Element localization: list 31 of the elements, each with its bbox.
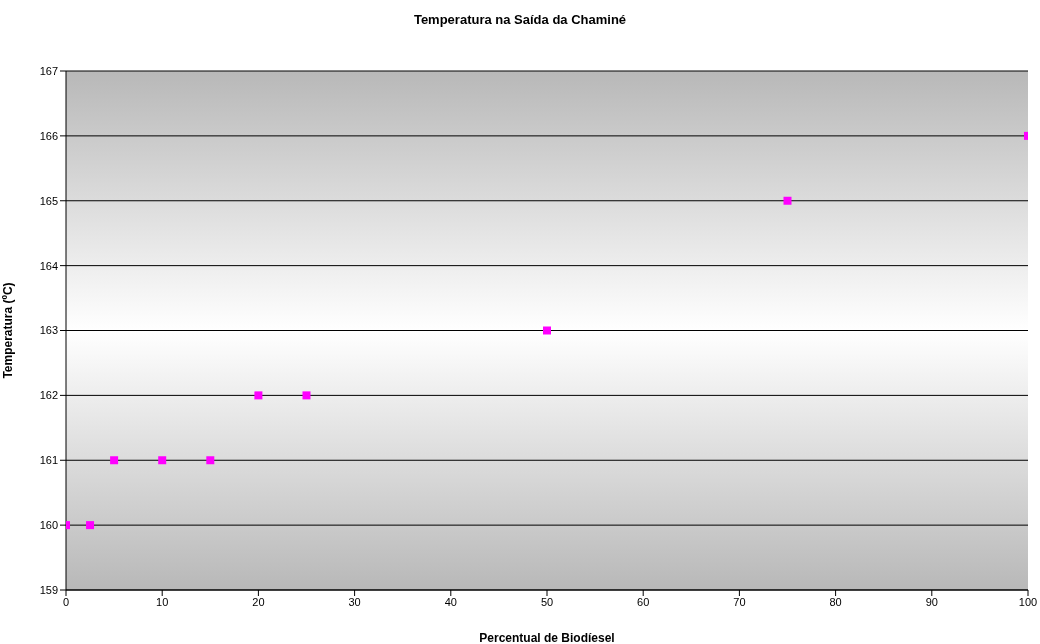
x-tick-label: 20 bbox=[252, 595, 265, 608]
x-tick-label: 10 bbox=[156, 595, 169, 608]
y-tick-label: 161 bbox=[39, 454, 58, 467]
point bbox=[206, 456, 215, 465]
y-tick-label: 160 bbox=[39, 519, 58, 532]
y-tick-label: 159 bbox=[39, 583, 58, 596]
y-tick-label: 166 bbox=[39, 129, 58, 142]
x-tick-label: 60 bbox=[637, 595, 650, 608]
y-tick-label: 165 bbox=[39, 194, 58, 207]
point bbox=[302, 391, 311, 400]
y-axis-title: Temperatura (ºC) bbox=[1, 282, 16, 379]
point bbox=[158, 456, 167, 465]
point bbox=[110, 456, 119, 465]
x-tick-label: 0 bbox=[62, 595, 70, 608]
y-tick-label: 167 bbox=[39, 64, 58, 77]
x-tick-label: 40 bbox=[444, 595, 457, 608]
point bbox=[254, 391, 263, 400]
y-tick-label: 163 bbox=[39, 324, 58, 337]
point bbox=[783, 196, 792, 205]
y-tick-label: 162 bbox=[39, 389, 58, 402]
y-tick-label: 164 bbox=[39, 259, 58, 272]
x-axis-title: Percentual de Biodíesel bbox=[479, 631, 615, 644]
x-tick-label: 50 bbox=[540, 595, 554, 608]
x-tick-label: 70 bbox=[733, 595, 746, 608]
x-tick-label: 80 bbox=[829, 595, 842, 608]
x-tick-label: 90 bbox=[925, 595, 938, 608]
x-tick-label: 100 bbox=[1018, 595, 1038, 608]
chart-title: Temperatura na Saída da Chaminé bbox=[412, 12, 628, 27]
point bbox=[543, 326, 551, 335]
point bbox=[86, 521, 95, 530]
x-tick-label: 30 bbox=[348, 595, 361, 608]
